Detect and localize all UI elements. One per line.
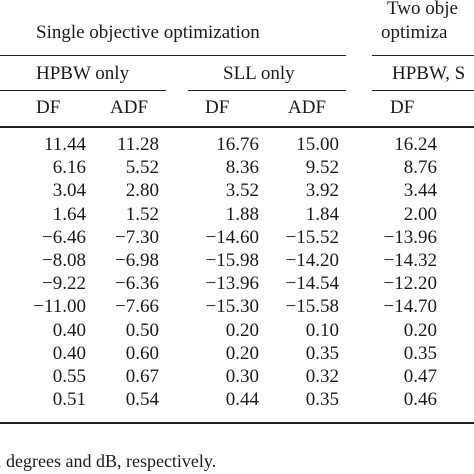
table-cell: 0.54 [125,389,159,411]
sub-header-hpbw-sll: HPBW, S [392,63,466,84]
table-cell: 11.28 [116,134,159,155]
table-cell: −14.60 [205,226,259,248]
col-header-df-1: DF [36,97,61,118]
table-cell: −6.46 [42,226,86,248]
table-cell: 11.44 [43,134,86,155]
table-cell: −8.08 [42,250,86,271]
table-cell: −6.36 [115,273,159,295]
table-cell: 0.55 [52,366,86,387]
sub-header-hpbw-only: HPBW only [36,63,130,84]
col-header-df-2: DF [205,97,230,118]
table-cell: −15.52 [285,226,339,248]
table-cell: 0.10 [305,319,339,341]
table-cell: −15.98 [205,250,259,271]
rule-hpbw-only [0,90,166,91]
table-cell: 3.04 [52,180,86,202]
rule-sll-only [188,90,346,91]
table-cell: 0.40 [52,319,86,341]
table-cell: 16.76 [216,134,259,155]
table-cell: −15.58 [285,296,339,318]
table-cell: 0.51 [52,389,86,411]
table-cell: 0.20 [225,342,259,364]
rule-column-headers [0,126,474,128]
table-cell: −15.30 [205,296,259,318]
table-cell: 0.35 [403,342,437,364]
table-cell: 0.50 [125,319,159,341]
table-cell: 0.20 [225,319,259,341]
table-cell: 0.32 [305,366,339,387]
table-cell: 0.40 [52,342,86,364]
table-cell: 0.67 [125,366,159,387]
group-header-two-objective-line2: optimiza [381,22,448,43]
table-cell: −13.96 [383,226,437,248]
table-cell: 0.35 [305,389,339,411]
table-cell: 9.52 [305,157,339,179]
table-cell: 8.36 [225,157,259,179]
table-cell: 5.52 [125,157,159,179]
table-cell: 3.44 [403,180,437,202]
table-cell: 3.52 [225,180,259,202]
group-header-single-objective: Single objective optimization [36,22,260,43]
table-cell: 0.60 [125,342,159,364]
table-cell: −14.54 [285,273,339,295]
table-cell: −14.32 [383,250,437,271]
table-cell: −6.98 [115,250,159,271]
table-cell: 1.52 [125,203,159,225]
table-cell: 15.00 [296,134,339,155]
col-header-adf-2: ADF [288,97,327,118]
table-cell: 0.44 [225,389,259,411]
table-cell: −14.20 [285,250,339,271]
table-cell: 0.46 [403,389,437,411]
table-cell: 2.80 [125,180,159,202]
table-cell: −9.22 [42,273,86,295]
table-cell: 1.64 [52,203,86,225]
rule-table-bottom [0,422,474,424]
table-footnote: , degrees and dB, respectively. [0,451,217,471]
table-cell: 2.00 [403,203,437,225]
table-cell: −12.20 [383,273,437,295]
table-cell: 0.20 [403,319,437,341]
table-cell: −11.00 [33,296,86,318]
table-cell: 0.30 [225,366,259,387]
table-cell: 3.92 [305,180,339,202]
table-cell: 6.16 [52,157,86,179]
table-cell: −7.30 [115,226,159,248]
col-header-df-3: DF [390,97,415,118]
table-cell: 1.84 [305,203,339,225]
table-cell: 1.88 [225,203,259,225]
table-cell: 0.47 [403,366,437,387]
col-header-adf-1: ADF [110,97,149,118]
table-cell: −14.70 [383,296,437,318]
table-cell: −7.66 [115,296,159,318]
rule-single-objective [0,55,346,56]
group-header-two-objective-line1: Two obje [387,0,458,19]
table-cell: 16.24 [394,134,437,155]
table-cell: 0.35 [305,342,339,364]
sub-header-sll-only: SLL only [223,63,295,84]
table-cell: −13.96 [205,273,259,295]
rule-two-objective [372,55,474,56]
table-cell: 8.76 [403,157,437,179]
rule-hpbw-sll [372,90,474,91]
